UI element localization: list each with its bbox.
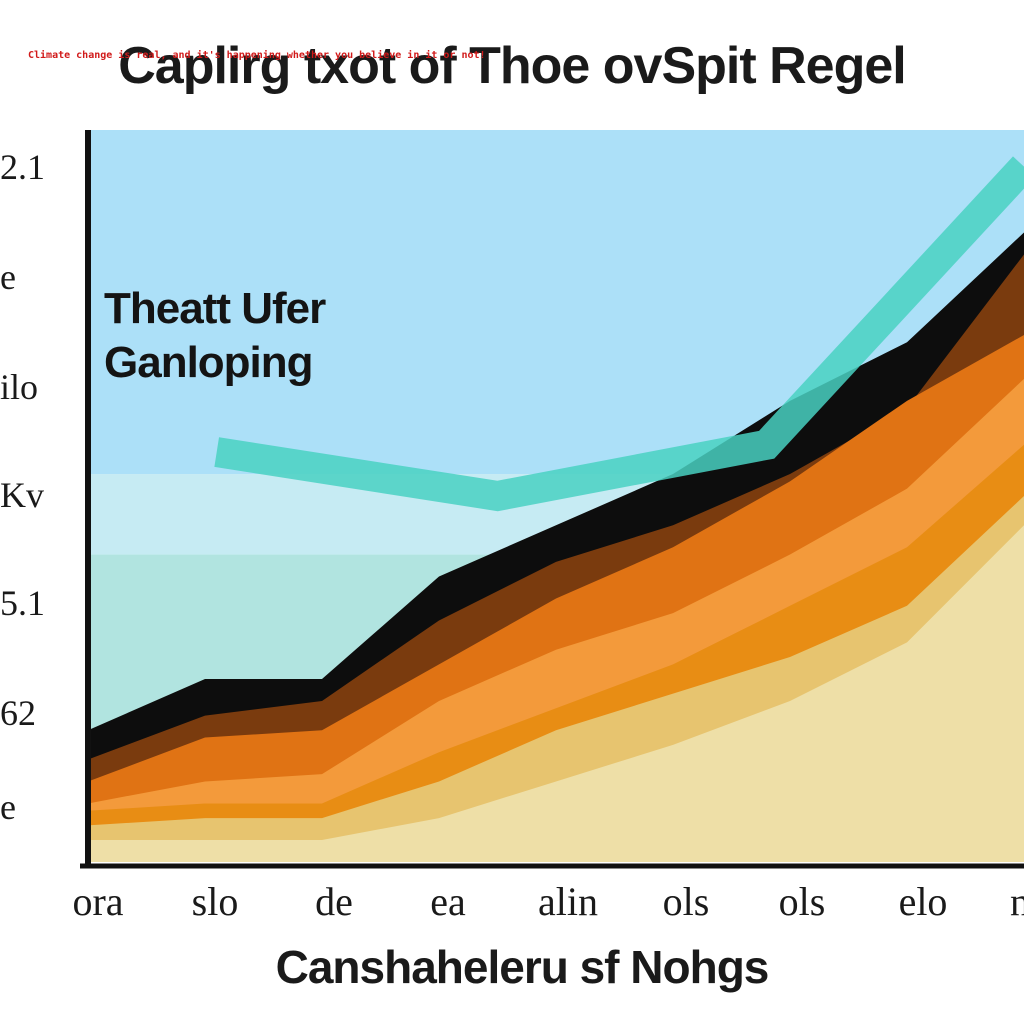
- top-note: Climate change is real, and it's happeni…: [28, 50, 486, 61]
- x-tick-label: ols: [778, 879, 826, 924]
- y-tick-label: 5.1: [0, 583, 45, 623]
- annotation-line-2: Ganloping: [104, 338, 314, 387]
- y-tick-label: ilo: [0, 367, 39, 407]
- x-tick-label: ols: [662, 879, 710, 924]
- area-series-0: [88, 525, 1024, 862]
- y-tick-label: 2.1: [0, 147, 45, 187]
- trend-line: [214, 156, 1024, 512]
- y-tick-label: e: [0, 787, 16, 827]
- y-tick-label: e: [0, 257, 16, 297]
- annotation-line-1: Theatt Ufer: [104, 284, 326, 333]
- chart-title: Caplirg txot of Thoe ovSpit Regel: [118, 37, 906, 95]
- x-tick-label: de: [315, 879, 353, 924]
- x-tick-label: alin: [538, 879, 598, 924]
- x-axis-label: Canshaheleru sf Nohgs: [275, 941, 770, 993]
- y-tick-label: 62: [0, 693, 36, 733]
- x-tick-label: slo: [191, 879, 239, 924]
- chart-annotation: Theatt Ufer Ganloping: [104, 282, 326, 390]
- x-tick-label: ora: [72, 879, 124, 924]
- x-tick-label: ea: [430, 879, 466, 924]
- x-tick-label: n: [1010, 879, 1024, 924]
- x-tick-label: elo: [898, 879, 948, 924]
- y-tick-label: Kv: [0, 475, 44, 515]
